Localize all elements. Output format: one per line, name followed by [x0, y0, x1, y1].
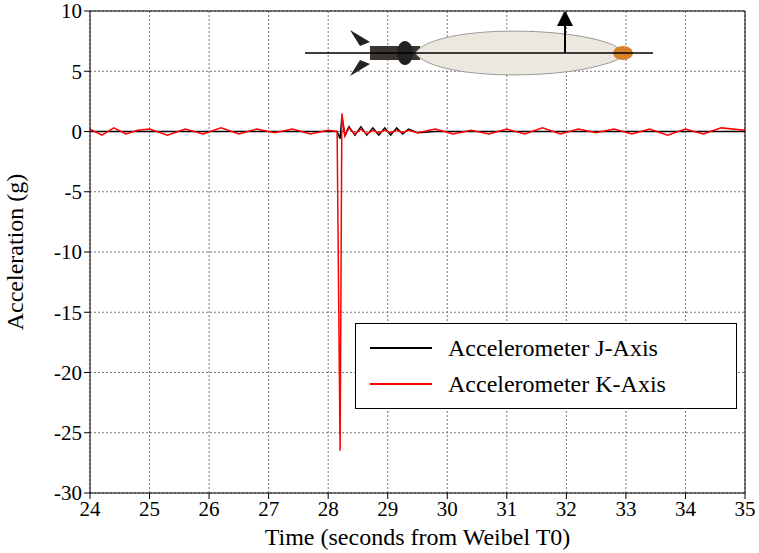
svg-text:-5: -5 [65, 180, 83, 204]
svg-text:-10: -10 [54, 240, 82, 264]
svg-text:25: 25 [139, 497, 160, 521]
svg-text:-20: -20 [54, 361, 82, 385]
svg-text:29: 29 [377, 497, 398, 521]
svg-text:-25: -25 [54, 421, 82, 445]
svg-text:32: 32 [556, 497, 577, 521]
html-text:Accelerometer J-Axis: Accelerometer J-Axis [448, 334, 658, 361]
svg-text:5: 5 [72, 60, 83, 84]
svg-text:28: 28 [318, 497, 339, 521]
svg-text:24: 24 [80, 497, 102, 521]
svg-text:30: 30 [437, 497, 458, 521]
svg-text:33: 33 [615, 497, 636, 521]
svg-text:-30: -30 [54, 481, 82, 505]
html-text:Accelerometer K-Axis: Accelerometer K-Axis [448, 370, 666, 397]
svg-text:26: 26 [199, 497, 220, 521]
svg-text:31: 31 [496, 497, 517, 521]
svg-text:27: 27 [258, 497, 279, 521]
svg-text:Time (seconds from Weibel T0): Time (seconds from Weibel T0) [265, 524, 571, 550]
svg-text:0: 0 [72, 120, 83, 144]
svg-text:35: 35 [735, 497, 756, 521]
svg-text:34: 34 [675, 497, 697, 521]
svg-text:10: 10 [61, 0, 82, 23]
svg-text:-15: -15 [54, 301, 82, 325]
svg-text:Acceleration (g): Acceleration (g) [2, 174, 28, 331]
